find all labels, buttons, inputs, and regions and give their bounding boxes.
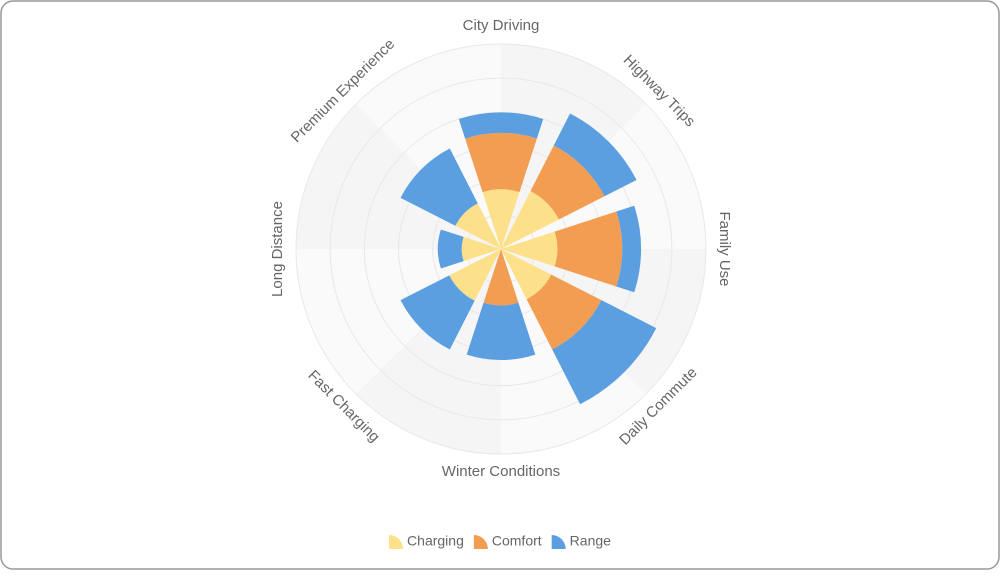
bar-segment [501, 231, 558, 267]
bar-segment [400, 148, 478, 226]
grid-ring [329, 77, 673, 421]
bar-segment [483, 249, 519, 306]
legend-icon [389, 535, 404, 549]
bar-segment [501, 191, 559, 249]
bar-segment [554, 211, 623, 287]
bar-segment [553, 113, 637, 197]
legend-label: Comfort [492, 533, 542, 549]
bar-segment [552, 300, 657, 405]
bar-segment [400, 275, 475, 350]
bar-segment [482, 189, 520, 249]
plot-area [400, 112, 657, 405]
legend-icon [473, 535, 488, 549]
bar-segment [449, 249, 501, 301]
category-label: City Driving [463, 17, 540, 34]
legend-label: Range [570, 533, 611, 549]
legend-icon [551, 535, 566, 549]
bar-segment [616, 205, 642, 293]
bar-segment [466, 302, 536, 361]
bar-segment [465, 132, 537, 193]
legend-label: Charging [407, 533, 464, 549]
grid-ring [295, 43, 707, 455]
bar-segment [526, 274, 602, 350]
bar-segment [461, 236, 501, 262]
bar-segment [437, 229, 464, 269]
category-label: Family Use [716, 211, 733, 286]
bar-segment [530, 145, 605, 220]
bar-segment [501, 249, 552, 300]
bar-segment [455, 203, 501, 249]
legend: Charging Comfort Range [389, 533, 611, 549]
category-label: Winter Conditions [442, 463, 560, 480]
bar-segment [458, 112, 544, 139]
category-label: Long Distance [269, 201, 286, 297]
